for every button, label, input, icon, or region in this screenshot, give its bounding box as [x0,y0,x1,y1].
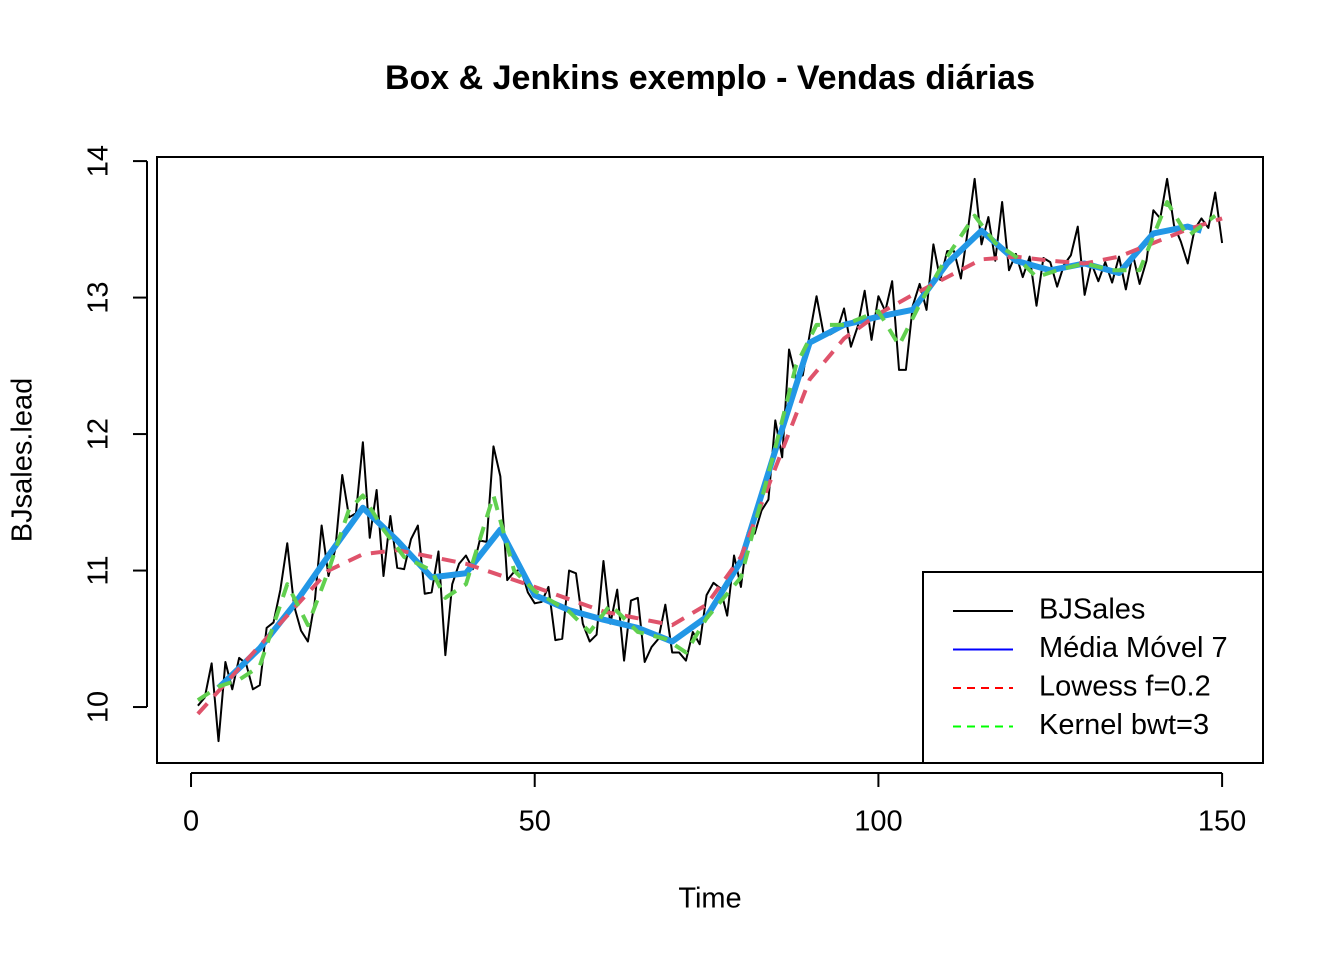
y-tick-label: 11 [83,555,115,585]
x-tick-label: 0 [183,806,199,838]
legend: BJSales Média Móvel 7 Lowess f=0.2 Kernel b… [922,571,1264,764]
legend-label: BJSales [1039,594,1145,626]
series-line [216,223,1203,691]
legend-label: Lowess f=0.2 [1039,671,1211,703]
x-tick-label: 100 [854,806,902,838]
chart-title: Box & Jenkins exemplo - Vendas diárias [385,59,1035,97]
y-axis-label: BJsales.lead [7,378,39,542]
series-line [197,177,1224,743]
x-tick-label: 50 [519,806,551,838]
legend-label: Média Móvel 7 [1039,632,1228,664]
legend-label: Kernel bwt=3 [1039,709,1209,741]
y-tick-label: 12 [83,418,115,450]
y-tick-label: 14 [83,145,115,177]
series-line [196,200,1217,702]
legend-box [922,571,1264,764]
x-axis-label: Time [678,883,741,915]
plot-frame [156,156,1264,764]
x-tick-label: 150 [1198,806,1246,838]
y-tick-label: 13 [83,281,115,313]
y-tick-label: 10 [83,691,115,723]
